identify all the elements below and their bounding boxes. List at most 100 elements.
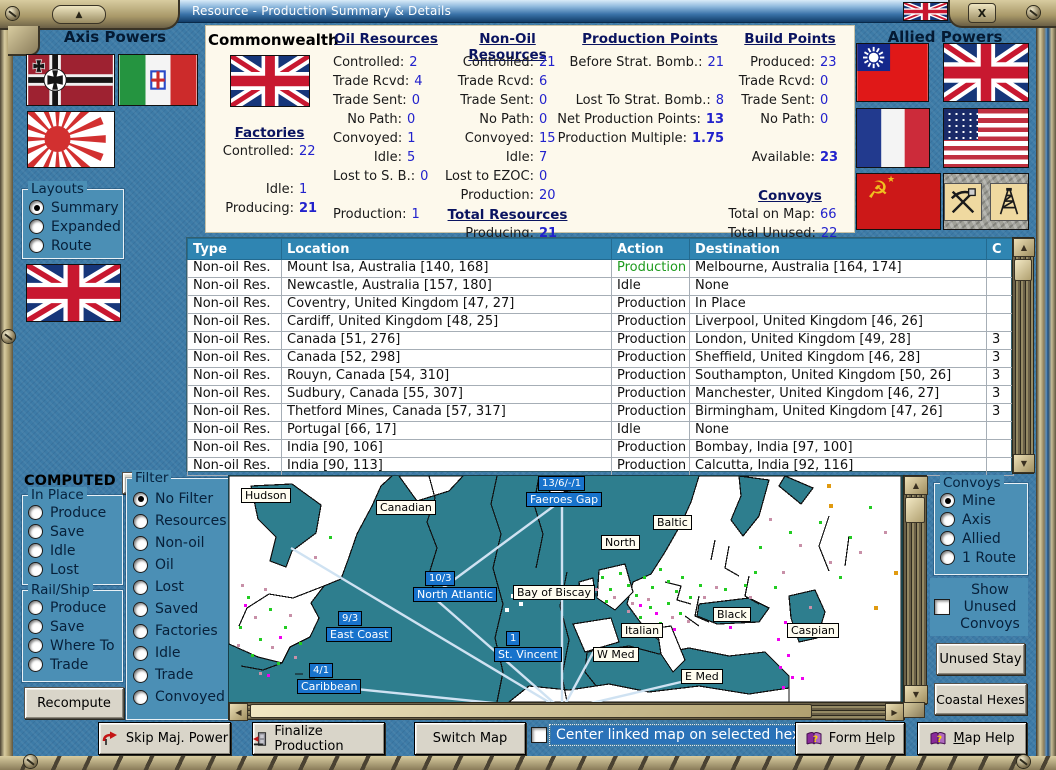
finalize-production-button[interactable]: Finalize Production bbox=[252, 722, 385, 755]
layout-option[interactable]: Expanded bbox=[29, 217, 123, 236]
unused-stay-button[interactable]: Unused Stay bbox=[936, 643, 1025, 675]
scrollbar-thumb[interactable] bbox=[250, 704, 812, 718]
usa-flag[interactable] bbox=[943, 108, 1029, 168]
convoys-option[interactable]: 1 Route bbox=[940, 548, 1027, 567]
ussr-flag[interactable]: ☭ ★ bbox=[856, 173, 941, 230]
rail-ship-option[interactable]: Produce bbox=[28, 598, 122, 617]
sea-zone-label[interactable]: Caspian bbox=[787, 623, 839, 638]
filter-option[interactable]: Idle bbox=[133, 642, 230, 664]
mine-icon[interactable] bbox=[944, 182, 982, 221]
filter-option[interactable]: Convoyed bbox=[133, 686, 230, 708]
center-map-checkbox[interactable] bbox=[531, 727, 547, 743]
table-row[interactable]: Non-oil Res. Newcastle, Australia [157, … bbox=[187, 277, 1014, 296]
checkbox-icon[interactable] bbox=[934, 599, 950, 615]
scroll-up-arrow[interactable]: ▲ bbox=[1013, 238, 1035, 257]
map-help-button[interactable]: ? Map Help bbox=[917, 722, 1027, 755]
column-header[interactable]: Action bbox=[611, 238, 690, 260]
france-flag[interactable] bbox=[856, 108, 930, 168]
china-flag[interactable] bbox=[856, 43, 929, 102]
uk-flag-allied[interactable] bbox=[943, 43, 1029, 102]
table-row[interactable]: Non-oil Res. India [90, 113] Production … bbox=[187, 457, 1014, 476]
filter-option[interactable]: Resources bbox=[133, 510, 230, 532]
scrollbar-thumb[interactable] bbox=[1014, 259, 1032, 281]
table-row[interactable]: Non-oil Res. Portugal [66, 17] Idle None bbox=[187, 421, 1014, 440]
sea-zone-label[interactable]: 10/3 North Atlantic bbox=[413, 571, 498, 602]
table-row[interactable]: Non-oil Res. Cardiff, United Kingdom [48… bbox=[187, 313, 1014, 332]
sea-zone-label[interactable]: 9/3 East Coast bbox=[326, 611, 393, 642]
scroll-left-arrow[interactable]: ◀ bbox=[229, 703, 248, 721]
stat-label: Controlled: bbox=[462, 55, 534, 70]
show-unused-convoys-control[interactable]: Show Unused Convoys bbox=[930, 578, 1028, 636]
scrollbar-track[interactable] bbox=[904, 495, 926, 685]
sea-zone-label[interactable]: 4/1 Caribbean bbox=[297, 663, 362, 694]
table-scrollbar[interactable]: ▲ ▼ bbox=[1012, 237, 1035, 474]
column-header[interactable]: Location bbox=[281, 238, 612, 260]
scroll-down-arrow[interactable]: ▼ bbox=[1013, 454, 1035, 473]
table-row[interactable]: Non-oil Res. Thetford Mines, Canada [57,… bbox=[187, 403, 1014, 422]
sea-zone-label[interactable]: North bbox=[601, 535, 640, 550]
scrollbar-track[interactable] bbox=[248, 703, 885, 719]
sea-zone-label[interactable]: Baltic bbox=[653, 515, 692, 530]
table-row[interactable]: Non-oil Res. Sudbury, Canada [55, 307] P… bbox=[187, 385, 1014, 404]
minimize-button[interactable]: ▲ bbox=[52, 5, 106, 24]
map-vertical-scrollbar[interactable]: ▲ ▼ bbox=[903, 475, 928, 705]
table-row[interactable]: Non-oil Res. Rouyn, Canada [54, 310] Pro… bbox=[187, 367, 1014, 386]
filter-option[interactable]: Non-oil bbox=[133, 532, 230, 554]
layout-option[interactable]: Summary bbox=[29, 198, 123, 217]
rail-ship-option[interactable]: Where To bbox=[28, 636, 122, 655]
column-header[interactable]: C bbox=[986, 238, 1014, 260]
column-header[interactable]: Destination bbox=[689, 238, 987, 260]
skip-major-power-button[interactable]: Skip Maj. Power bbox=[98, 722, 231, 755]
sea-zone-label[interactable]: Hudson bbox=[241, 488, 291, 503]
scroll-up-arrow[interactable]: ▲ bbox=[904, 476, 928, 495]
in-place-option[interactable]: Save bbox=[28, 522, 122, 541]
scroll-right-arrow[interactable]: ▶ bbox=[885, 703, 904, 721]
sea-zone-label[interactable]: Bay of Biscay bbox=[513, 585, 596, 600]
sea-zone-label[interactable]: 1 St. Vincent bbox=[494, 631, 562, 662]
sea-zone-label[interactable]: Canadian bbox=[376, 500, 436, 515]
sea-zone-label[interactable]: W Med bbox=[593, 647, 639, 662]
germany-flag[interactable] bbox=[26, 54, 115, 106]
table-row[interactable]: Non-oil Res. Mount Isa, Australia [140, … bbox=[187, 259, 1014, 278]
table-row[interactable]: Non-oil Res. Canada [51, 276] Production… bbox=[187, 331, 1014, 350]
center-map-label[interactable]: Center linked map on selected hex bbox=[548, 724, 808, 746]
map-horizontal-scrollbar[interactable]: ◀ ▶ bbox=[228, 702, 905, 721]
convoys-option[interactable]: Mine bbox=[940, 491, 1027, 510]
recompute-button[interactable]: Recompute bbox=[24, 687, 124, 719]
filter-option[interactable]: Factories bbox=[133, 620, 230, 642]
italy-flag[interactable] bbox=[118, 54, 198, 106]
table-row[interactable]: Non-oil Res. Canada [52, 298] Production… bbox=[187, 349, 1014, 368]
rail-ship-option[interactable]: Save bbox=[28, 617, 122, 636]
in-place-option[interactable]: Lost bbox=[28, 560, 122, 579]
japan-naval-flag[interactable] bbox=[27, 111, 115, 168]
column-header[interactable]: Type bbox=[187, 238, 282, 260]
strategic-map[interactable]: Hudson Canadian 13/6/-/1 Faeroes Gap Bal… bbox=[228, 475, 903, 703]
scrollbar-track[interactable] bbox=[1013, 257, 1033, 454]
convoys-option[interactable]: Allied bbox=[940, 529, 1027, 548]
in-place-option[interactable]: Idle bbox=[28, 541, 122, 560]
layout-option[interactable]: Route bbox=[29, 236, 123, 255]
scrollbar-thumb[interactable] bbox=[905, 497, 925, 523]
filter-option[interactable]: Trade bbox=[133, 664, 230, 686]
filter-option[interactable]: Lost bbox=[133, 576, 230, 598]
sea-zone-label[interactable]: 13/6/-/1 Faeroes Gap bbox=[526, 476, 603, 507]
oil-derrick-icon[interactable] bbox=[990, 182, 1028, 221]
form-help-button[interactable]: ? Form Help bbox=[795, 722, 905, 755]
filter-option[interactable]: No Filter bbox=[133, 488, 230, 510]
filter-option[interactable]: Oil bbox=[133, 554, 230, 576]
uk-flag-left[interactable] bbox=[26, 264, 121, 322]
table-row[interactable]: Non-oil Res. India [90, 106] Production … bbox=[187, 439, 1014, 458]
convoys-option[interactable]: Axis bbox=[940, 510, 1027, 529]
sea-zone-label[interactable]: Italian bbox=[621, 623, 664, 638]
sea-zone-label[interactable]: E Med bbox=[681, 669, 723, 684]
switch-map-button[interactable]: Switch Map bbox=[414, 722, 526, 755]
stat-row: Production: 20 bbox=[444, 186, 571, 205]
table-row[interactable]: Non-oil Res. Coventry, United Kingdom [4… bbox=[187, 295, 1014, 314]
close-button[interactable]: X bbox=[968, 3, 996, 23]
rail-ship-option[interactable]: Trade bbox=[28, 655, 122, 674]
in-place-option[interactable]: Produce bbox=[28, 503, 122, 522]
filter-option[interactable]: Saved bbox=[133, 598, 230, 620]
coastal-hexes-button[interactable]: Coastal Hexes bbox=[934, 683, 1027, 715]
title-bar[interactable]: Resource - Production Summary & Details bbox=[0, 0, 1056, 23]
sea-zone-label[interactable]: Black bbox=[713, 607, 751, 622]
